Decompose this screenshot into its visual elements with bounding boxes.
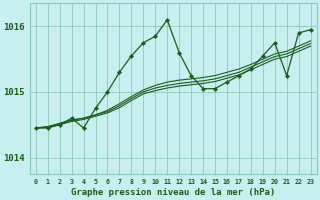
X-axis label: Graphe pression niveau de la mer (hPa): Graphe pression niveau de la mer (hPa) (71, 188, 275, 197)
